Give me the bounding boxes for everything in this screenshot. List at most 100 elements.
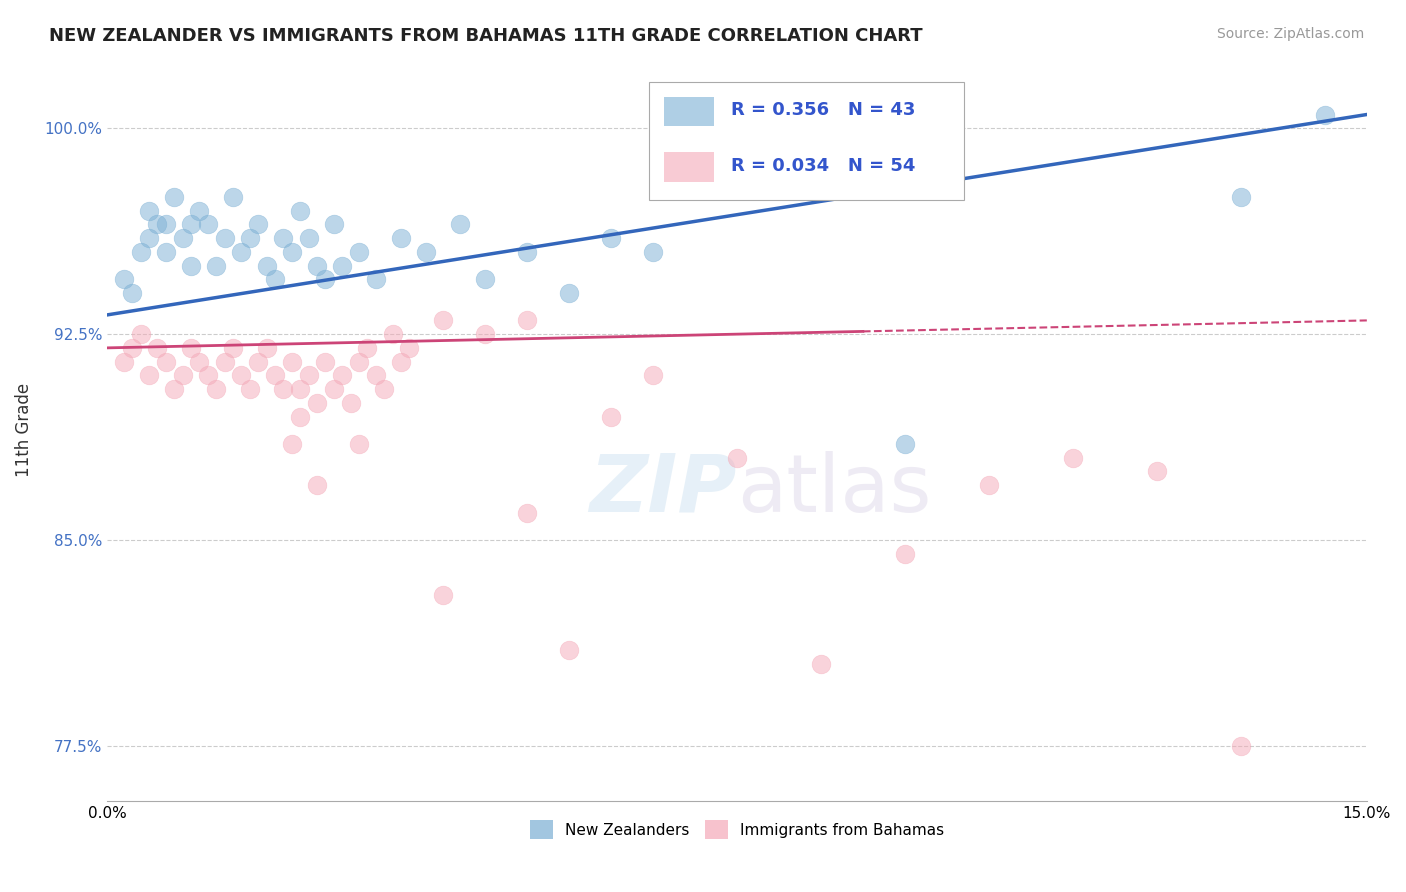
- Point: [364, 368, 387, 383]
- Point: [364, 272, 387, 286]
- Point: [398, 341, 420, 355]
- Point: [231, 244, 253, 259]
- Point: [214, 354, 236, 368]
- Y-axis label: 11th Grade: 11th Grade: [15, 384, 32, 477]
- Point: [163, 190, 186, 204]
- Point: [389, 231, 412, 245]
- Point: [239, 231, 262, 245]
- Text: atlas: atlas: [737, 450, 931, 529]
- Point: [239, 382, 262, 396]
- Point: [155, 217, 177, 231]
- Point: [305, 396, 328, 410]
- Point: [155, 244, 177, 259]
- Point: [172, 368, 194, 383]
- Point: [281, 244, 304, 259]
- Point: [146, 217, 169, 231]
- Point: [197, 368, 219, 383]
- Point: [356, 341, 378, 355]
- Point: [188, 203, 211, 218]
- Point: [273, 382, 295, 396]
- Point: [347, 437, 370, 451]
- Point: [214, 231, 236, 245]
- Point: [516, 244, 538, 259]
- Point: [474, 327, 496, 342]
- Point: [1146, 465, 1168, 479]
- Point: [894, 547, 917, 561]
- Point: [641, 244, 664, 259]
- Point: [129, 327, 152, 342]
- Text: R = 0.356   N = 43: R = 0.356 N = 43: [731, 101, 915, 119]
- Point: [1230, 190, 1253, 204]
- Point: [314, 272, 336, 286]
- Point: [205, 259, 228, 273]
- Point: [273, 231, 295, 245]
- Point: [264, 272, 287, 286]
- Point: [180, 259, 202, 273]
- Point: [322, 217, 344, 231]
- Bar: [664, 153, 714, 182]
- Bar: [664, 96, 714, 127]
- Point: [231, 368, 253, 383]
- Point: [180, 217, 202, 231]
- Point: [347, 244, 370, 259]
- Point: [281, 354, 304, 368]
- FancyBboxPatch shape: [648, 82, 963, 201]
- Point: [810, 657, 832, 671]
- Point: [172, 231, 194, 245]
- Point: [247, 217, 270, 231]
- Text: R = 0.034   N = 54: R = 0.034 N = 54: [731, 157, 915, 175]
- Point: [474, 272, 496, 286]
- Point: [155, 354, 177, 368]
- Point: [256, 259, 278, 273]
- Point: [1313, 107, 1336, 121]
- Point: [305, 259, 328, 273]
- Point: [197, 217, 219, 231]
- Point: [558, 643, 581, 657]
- Point: [222, 341, 245, 355]
- Point: [129, 244, 152, 259]
- Point: [305, 478, 328, 492]
- Point: [163, 382, 186, 396]
- Point: [256, 341, 278, 355]
- Point: [330, 368, 353, 383]
- Point: [205, 382, 228, 396]
- Text: NEW ZEALANDER VS IMMIGRANTS FROM BAHAMAS 11TH GRADE CORRELATION CHART: NEW ZEALANDER VS IMMIGRANTS FROM BAHAMAS…: [49, 27, 922, 45]
- Point: [389, 354, 412, 368]
- Point: [121, 341, 143, 355]
- Point: [180, 341, 202, 355]
- Point: [641, 368, 664, 383]
- Point: [297, 368, 319, 383]
- Text: ZIP: ZIP: [589, 450, 737, 529]
- Point: [432, 588, 454, 602]
- Point: [314, 354, 336, 368]
- Point: [449, 217, 471, 231]
- Point: [415, 244, 437, 259]
- Point: [516, 506, 538, 520]
- Point: [288, 203, 311, 218]
- Legend: New Zealanders, Immigrants from Bahamas: New Zealanders, Immigrants from Bahamas: [524, 814, 950, 845]
- Point: [297, 231, 319, 245]
- Point: [146, 341, 169, 355]
- Point: [381, 327, 404, 342]
- Point: [339, 396, 361, 410]
- Point: [432, 313, 454, 327]
- Point: [288, 382, 311, 396]
- Point: [725, 450, 748, 465]
- Point: [600, 231, 623, 245]
- Point: [222, 190, 245, 204]
- Point: [322, 382, 344, 396]
- Point: [264, 368, 287, 383]
- Point: [1230, 739, 1253, 753]
- Point: [247, 354, 270, 368]
- Point: [558, 285, 581, 300]
- Point: [138, 368, 160, 383]
- Point: [112, 272, 135, 286]
- Text: Source: ZipAtlas.com: Source: ZipAtlas.com: [1216, 27, 1364, 41]
- Point: [281, 437, 304, 451]
- Point: [1062, 450, 1084, 465]
- Point: [330, 259, 353, 273]
- Point: [894, 437, 917, 451]
- Point: [288, 409, 311, 424]
- Point: [121, 285, 143, 300]
- Point: [188, 354, 211, 368]
